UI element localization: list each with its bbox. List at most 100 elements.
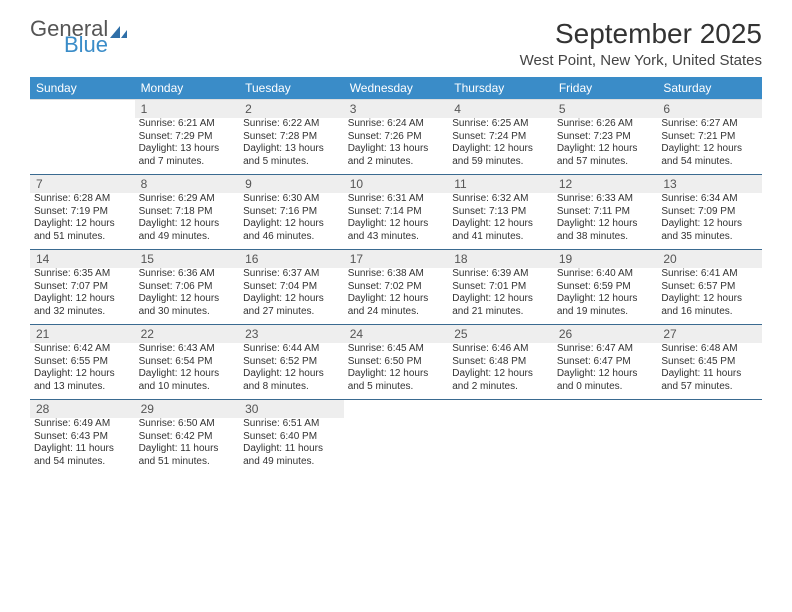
day-cell: Sunrise: 6:44 AMSunset: 6:52 PMDaylight:…	[239, 343, 344, 400]
day-cell: Sunrise: 6:50 AMSunset: 6:42 PMDaylight:…	[135, 418, 240, 474]
day-header: Tuesday	[239, 77, 344, 100]
daylight-text: Daylight: 13 hours and 5 minutes.	[243, 143, 340, 168]
day-cell: Sunrise: 6:46 AMSunset: 6:48 PMDaylight:…	[448, 343, 553, 400]
sunrise-text: Sunrise: 6:38 AM	[348, 268, 445, 281]
sunrise-text: Sunrise: 6:31 AM	[348, 193, 445, 206]
logo: GeneralBlue	[30, 18, 129, 56]
daylight-text: Daylight: 13 hours and 7 minutes.	[139, 143, 236, 168]
day-cell: Sunrise: 6:27 AMSunset: 7:21 PMDaylight:…	[657, 118, 762, 175]
sunrise-text: Sunrise: 6:21 AM	[139, 118, 236, 131]
day-header: Friday	[553, 77, 658, 100]
daylight-text: Daylight: 12 hours and 5 minutes.	[348, 368, 445, 393]
day-header: Monday	[135, 77, 240, 100]
day-number	[553, 400, 658, 419]
day-cell	[30, 118, 135, 175]
day-number: 9	[239, 175, 344, 194]
day-number: 8	[135, 175, 240, 194]
day-number: 16	[239, 250, 344, 269]
sunset-text: Sunset: 7:26 PM	[348, 131, 445, 144]
day-number: 28	[30, 400, 135, 419]
sunrise-text: Sunrise: 6:22 AM	[243, 118, 340, 131]
day-cell: Sunrise: 6:24 AMSunset: 7:26 PMDaylight:…	[344, 118, 449, 175]
day-number: 21	[30, 325, 135, 344]
day-cell: Sunrise: 6:22 AMSunset: 7:28 PMDaylight:…	[239, 118, 344, 175]
daylight-text: Daylight: 11 hours and 49 minutes.	[243, 443, 340, 468]
sunrise-text: Sunrise: 6:35 AM	[34, 268, 131, 281]
day-number: 18	[448, 250, 553, 269]
daylight-text: Daylight: 12 hours and 32 minutes.	[34, 293, 131, 318]
sunset-text: Sunset: 7:01 PM	[452, 281, 549, 294]
sunrise-text: Sunrise: 6:37 AM	[243, 268, 340, 281]
day-cell: Sunrise: 6:32 AMSunset: 7:13 PMDaylight:…	[448, 193, 553, 250]
sunset-text: Sunset: 7:02 PM	[348, 281, 445, 294]
day-number	[448, 400, 553, 419]
month-title: September 2025	[520, 18, 762, 50]
sunset-text: Sunset: 7:18 PM	[139, 206, 236, 219]
day-cell: Sunrise: 6:28 AMSunset: 7:19 PMDaylight:…	[30, 193, 135, 250]
day-header: Sunday	[30, 77, 135, 100]
sunset-text: Sunset: 6:52 PM	[243, 356, 340, 369]
week-row: Sunrise: 6:21 AMSunset: 7:29 PMDaylight:…	[30, 118, 762, 175]
day-number: 26	[553, 325, 658, 344]
day-number: 22	[135, 325, 240, 344]
sunrise-text: Sunrise: 6:29 AM	[139, 193, 236, 206]
week-row: Sunrise: 6:42 AMSunset: 6:55 PMDaylight:…	[30, 343, 762, 400]
daylight-text: Daylight: 12 hours and 57 minutes.	[557, 143, 654, 168]
day-cell: Sunrise: 6:35 AMSunset: 7:07 PMDaylight:…	[30, 268, 135, 325]
day-number: 25	[448, 325, 553, 344]
day-cell: Sunrise: 6:31 AMSunset: 7:14 PMDaylight:…	[344, 193, 449, 250]
day-number: 3	[344, 100, 449, 119]
daylight-text: Daylight: 12 hours and 49 minutes.	[139, 218, 236, 243]
daylight-text: Daylight: 11 hours and 51 minutes.	[139, 443, 236, 468]
day-number: 23	[239, 325, 344, 344]
daylight-text: Daylight: 12 hours and 59 minutes.	[452, 143, 549, 168]
sunset-text: Sunset: 7:19 PM	[34, 206, 131, 219]
sunset-text: Sunset: 7:04 PM	[243, 281, 340, 294]
sunrise-text: Sunrise: 6:25 AM	[452, 118, 549, 131]
daylight-text: Daylight: 12 hours and 41 minutes.	[452, 218, 549, 243]
sunset-text: Sunset: 6:55 PM	[34, 356, 131, 369]
day-number: 5	[553, 100, 658, 119]
sunset-text: Sunset: 7:16 PM	[243, 206, 340, 219]
day-cell	[657, 418, 762, 474]
day-number	[30, 100, 135, 119]
day-number: 12	[553, 175, 658, 194]
sunrise-text: Sunrise: 6:27 AM	[661, 118, 758, 131]
day-number: 7	[30, 175, 135, 194]
day-number: 17	[344, 250, 449, 269]
sunrise-text: Sunrise: 6:24 AM	[348, 118, 445, 131]
week-row: Sunrise: 6:28 AMSunset: 7:19 PMDaylight:…	[30, 193, 762, 250]
day-number: 27	[657, 325, 762, 344]
sunrise-text: Sunrise: 6:51 AM	[243, 418, 340, 431]
day-cell: Sunrise: 6:21 AMSunset: 7:29 PMDaylight:…	[135, 118, 240, 175]
sunset-text: Sunset: 7:24 PM	[452, 131, 549, 144]
day-cell: Sunrise: 6:29 AMSunset: 7:18 PMDaylight:…	[135, 193, 240, 250]
day-number: 30	[239, 400, 344, 419]
day-number	[344, 400, 449, 419]
daylight-text: Daylight: 12 hours and 30 minutes.	[139, 293, 236, 318]
day-cell	[553, 418, 658, 474]
day-number: 10	[344, 175, 449, 194]
daylight-text: Daylight: 12 hours and 13 minutes.	[34, 368, 131, 393]
day-cell: Sunrise: 6:47 AMSunset: 6:47 PMDaylight:…	[553, 343, 658, 400]
location: West Point, New York, United States	[520, 52, 762, 69]
sunset-text: Sunset: 6:43 PM	[34, 431, 131, 444]
sunset-text: Sunset: 7:23 PM	[557, 131, 654, 144]
sunrise-text: Sunrise: 6:46 AM	[452, 343, 549, 356]
sunrise-text: Sunrise: 6:40 AM	[557, 268, 654, 281]
day-header: Wednesday	[344, 77, 449, 100]
sunset-text: Sunset: 7:13 PM	[452, 206, 549, 219]
day-header: Thursday	[448, 77, 553, 100]
day-number: 2	[239, 100, 344, 119]
day-number-row: 78910111213	[30, 175, 762, 194]
sunset-text: Sunset: 6:59 PM	[557, 281, 654, 294]
day-cell: Sunrise: 6:25 AMSunset: 7:24 PMDaylight:…	[448, 118, 553, 175]
day-number: 4	[448, 100, 553, 119]
day-number: 19	[553, 250, 658, 269]
day-number-row: 123456	[30, 100, 762, 119]
header: GeneralBlue September 2025 West Point, N…	[30, 18, 762, 69]
daylight-text: Daylight: 12 hours and 51 minutes.	[34, 218, 131, 243]
day-number: 15	[135, 250, 240, 269]
title-block: September 2025 West Point, New York, Uni…	[520, 18, 762, 69]
sunrise-text: Sunrise: 6:30 AM	[243, 193, 340, 206]
